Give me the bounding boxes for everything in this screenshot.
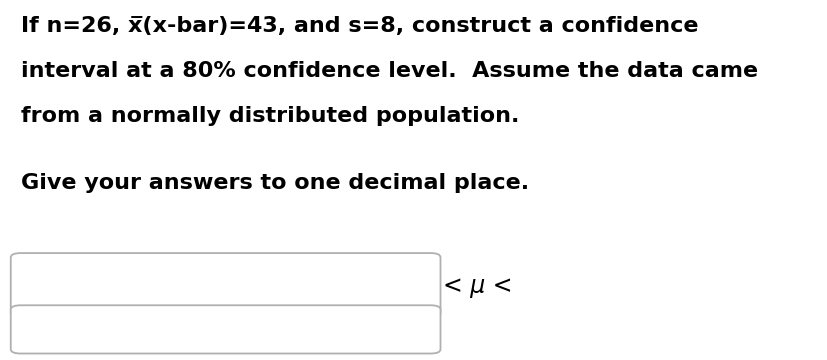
Text: If n=26, x̅(x-bar)=43, and s=8, construct a confidence: If n=26, x̅(x-bar)=43, and s=8, construc… [21, 16, 697, 36]
Text: from a normally distributed population.: from a normally distributed population. [21, 106, 519, 126]
FancyBboxPatch shape [11, 253, 440, 318]
Text: Give your answers to one decimal place.: Give your answers to one decimal place. [21, 173, 528, 193]
Text: interval at a 80% confidence level.  Assume the data came: interval at a 80% confidence level. Assu… [21, 61, 757, 81]
FancyBboxPatch shape [11, 305, 440, 354]
Text: < μ <: < μ < [442, 274, 512, 298]
